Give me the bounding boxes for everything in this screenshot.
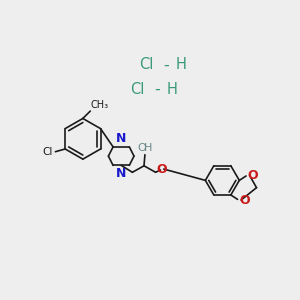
Text: -: - bbox=[154, 82, 160, 97]
Text: Cl: Cl bbox=[140, 57, 154, 72]
Text: Cl: Cl bbox=[43, 147, 53, 157]
Text: O: O bbox=[239, 194, 250, 207]
Text: -: - bbox=[164, 57, 169, 72]
Text: CH₃: CH₃ bbox=[91, 100, 109, 110]
Text: Cl: Cl bbox=[130, 82, 145, 97]
Text: H: H bbox=[144, 143, 152, 153]
Text: O: O bbox=[248, 169, 258, 182]
Text: N: N bbox=[116, 132, 126, 145]
Text: H: H bbox=[167, 82, 177, 97]
Text: O: O bbox=[157, 163, 167, 176]
Text: N: N bbox=[116, 167, 126, 180]
Text: H: H bbox=[176, 57, 187, 72]
Text: O: O bbox=[138, 143, 146, 153]
